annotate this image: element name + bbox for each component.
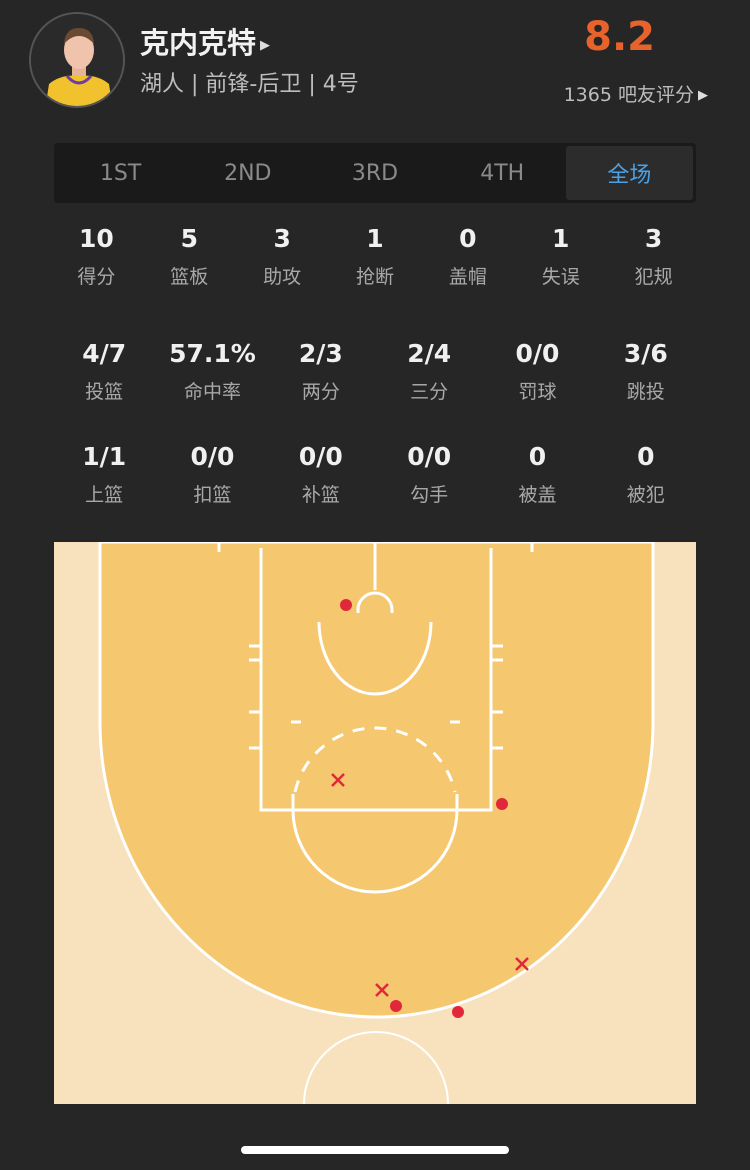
stat-stats_row2-4: 0/0 罚球	[483, 339, 591, 404]
three-point-line	[98, 542, 655, 1019]
player-rating: 8.2	[584, 14, 655, 60]
stat-label: 扣篮	[193, 484, 232, 506]
stat-stats_row2-0: 4/7 投篮	[50, 339, 158, 404]
stat-value: 1	[552, 224, 570, 253]
stat-stats_row3-1: 0/0 扣篮	[158, 442, 266, 507]
player-info: 湖人 | 前锋-后卫 | 4号	[140, 72, 359, 97]
stat-label: 抢断	[356, 266, 395, 288]
stats-row-basic: 10 得分 5 篮板 3 助攻 1 抢断 0 盖帽 1 失误 3 犯规	[50, 224, 700, 289]
stat-label: 命中率	[183, 381, 241, 403]
stat-stats_row3-2: 0/0 补篮	[267, 442, 375, 507]
stat-label: 被盖	[518, 484, 557, 506]
shot-missed-marker	[331, 773, 345, 787]
stat-value: 3/6	[623, 339, 668, 368]
free-throw-circle-bottom	[291, 794, 459, 894]
stats-row-shooting: 4/7 投篮 57.1% 命中率 2/3 两分 2/4 三分 0/0 罚球 3/6 跳投	[50, 339, 700, 404]
shot-missed-marker	[515, 957, 529, 971]
stat-stats_row3-4: 0 被盖	[483, 442, 591, 507]
stat-label: 罚球	[518, 381, 557, 403]
stat-label: 投篮	[85, 381, 124, 403]
stat-label: 被犯	[626, 484, 665, 506]
stat-value: 3	[273, 224, 291, 253]
free-throw-circle-top	[293, 726, 457, 793]
stat-value: 4/7	[82, 339, 127, 368]
stat-value: 1/1	[82, 442, 127, 471]
stat-value: 0/0	[298, 442, 343, 471]
stat-value: 10	[79, 224, 114, 253]
stat-value: 1	[366, 224, 384, 253]
stat-stats_row1-5: 1 失误	[514, 224, 607, 289]
stat-value: 0	[528, 442, 547, 471]
stat-label: 失误	[541, 266, 580, 288]
shot-made-marker	[340, 599, 352, 611]
tab-4th[interactable]: 4TH	[480, 160, 525, 186]
shot-made-marker	[452, 1006, 464, 1018]
stat-stats_row2-5: 3/6 跳投	[592, 339, 700, 404]
stat-stats_row1-6: 3 犯规	[607, 224, 700, 289]
stat-stats_row3-3: 0/0 勾手	[375, 442, 483, 507]
caret-right-icon: ▶	[260, 37, 271, 53]
stat-value: 57.1%	[169, 339, 256, 368]
player-name[interactable]: 克内克特 ▶	[140, 20, 270, 62]
stat-label: 勾手	[410, 484, 449, 506]
stat-value: 0/0	[190, 442, 235, 471]
stat-value: 0	[637, 442, 655, 471]
lane	[259, 548, 493, 812]
restricted-arc	[317, 621, 433, 696]
rim-arc	[356, 591, 394, 613]
stat-label: 补篮	[301, 484, 340, 506]
stat-label: 篮板	[170, 266, 209, 288]
player-avatar[interactable]	[29, 12, 125, 108]
stat-stats_row1-1: 5 篮板	[143, 224, 236, 289]
tab-1st[interactable]: 1ST	[99, 160, 142, 186]
tab-3rd[interactable]: 3RD	[351, 160, 399, 186]
stat-value: 0/0	[515, 339, 560, 368]
shot-missed-marker	[375, 983, 389, 997]
lane-hash-marks	[217, 542, 534, 750]
shot-chart	[54, 542, 696, 1104]
player-name-text: 克内克特	[140, 26, 257, 60]
stat-label: 助攻	[263, 266, 302, 288]
center-circle	[303, 1031, 449, 1104]
tab-full-game[interactable]: 全场	[565, 146, 694, 200]
stat-stats_row1-0: 10 得分	[50, 224, 143, 289]
stat-value: 0/0	[407, 442, 452, 471]
player-photo-icon	[31, 14, 123, 106]
stat-label: 三分	[410, 381, 449, 403]
home-indicator[interactable]	[241, 1146, 509, 1154]
stat-label: 犯规	[634, 266, 673, 288]
stat-label: 盖帽	[448, 266, 487, 288]
stat-stats_row3-5: 0 被犯	[592, 442, 700, 507]
stat-value: 0	[459, 224, 477, 253]
stat-stats_row1-3: 1 抢断	[329, 224, 422, 289]
stats-row-shot-types: 1/1 上篮 0/0 扣篮 0/0 补篮 0/0 勾手 0 被盖 0 被犯	[50, 442, 700, 507]
fan-rating-link[interactable]: 1365 吧友评分 ▶	[564, 80, 708, 107]
caret-right-icon: ▶	[698, 88, 708, 103]
tab-2nd[interactable]: 2ND	[224, 160, 272, 186]
stat-value: 2/3	[298, 339, 343, 368]
fan-rating-count: 1365 吧友评分	[563, 84, 694, 106]
stat-label: 两分	[301, 381, 340, 403]
stat-stats_row2-2: 2/3 两分	[267, 339, 375, 404]
stat-label: 得分	[77, 266, 116, 288]
stat-stats_row2-3: 2/4 三分	[375, 339, 483, 404]
stat-value: 2/4	[407, 339, 452, 368]
stat-stats_row1-2: 3 助攻	[236, 224, 329, 289]
stat-label: 跳投	[626, 381, 665, 403]
stat-value: 3	[644, 224, 663, 253]
stat-stats_row1-4: 0 盖帽	[421, 224, 514, 289]
stat-stats_row2-1: 57.1% 命中率	[158, 339, 266, 404]
stat-value: 5	[180, 224, 198, 253]
period-tabs: 1ST 2ND 3RD 4TH 全场	[54, 143, 696, 203]
stat-stats_row3-0: 1/1 上篮	[50, 442, 158, 507]
stat-label: 上篮	[85, 484, 124, 506]
shot-made-marker	[390, 1000, 402, 1012]
shot-made-marker	[496, 798, 508, 810]
